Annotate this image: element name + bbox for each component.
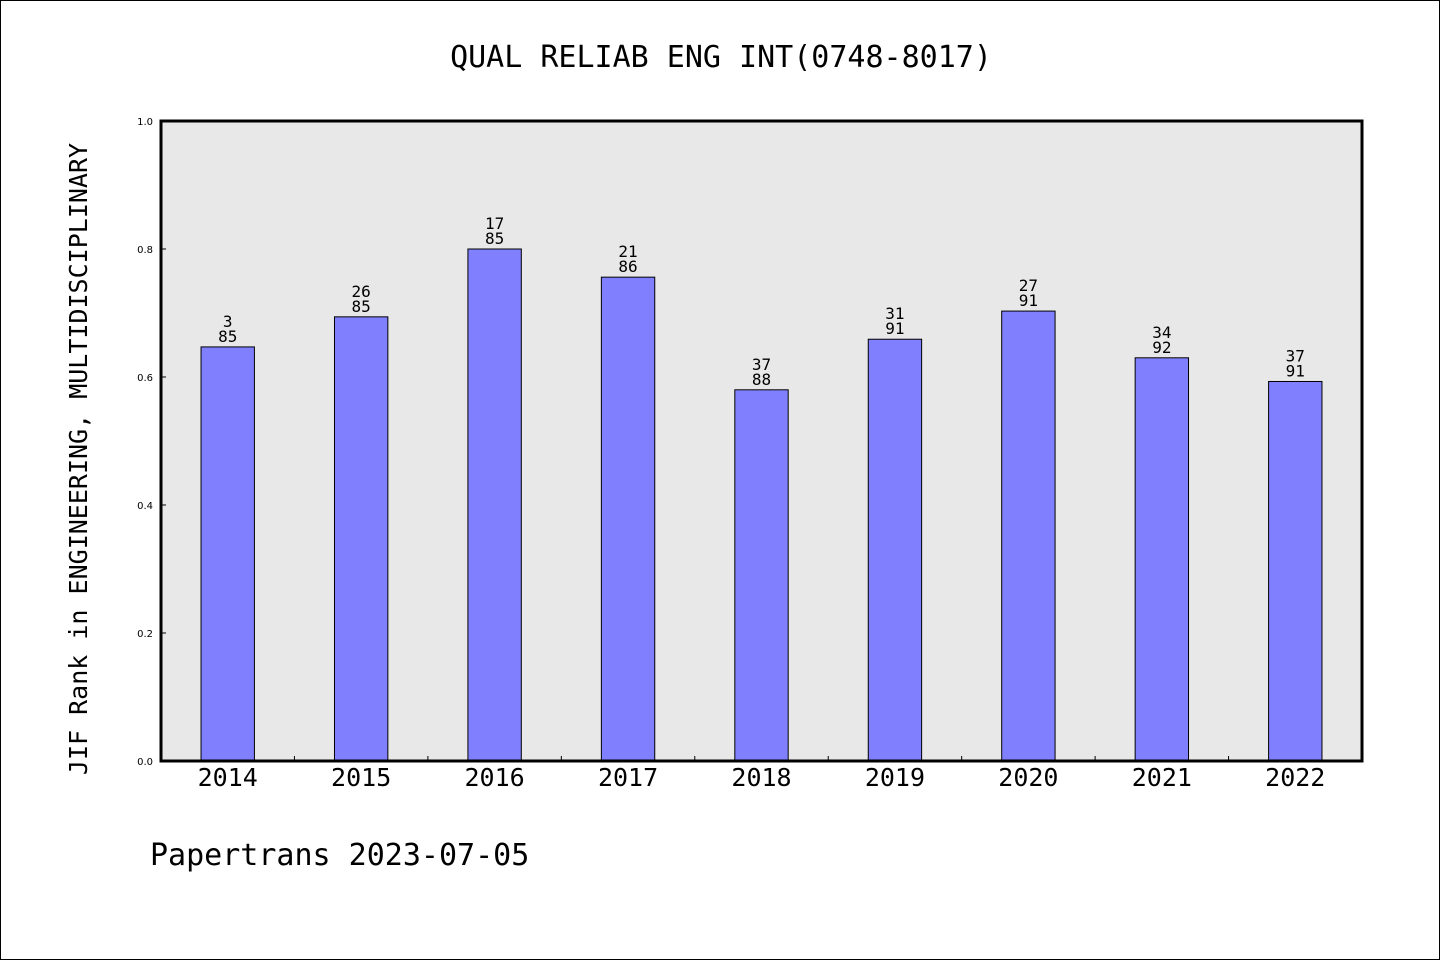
- bar-label-rank: 27: [1019, 276, 1038, 295]
- bar-label-total: 91: [1019, 291, 1038, 310]
- x-tick-label: 2017: [598, 763, 658, 792]
- x-tick-label: 2019: [865, 763, 925, 792]
- bar-label-rank: 3: [223, 312, 233, 331]
- bar-2019: [867, 338, 923, 762]
- x-tick-label: 2018: [731, 763, 791, 792]
- bar-2016: [467, 248, 522, 762]
- y-tick-label: 0.0: [137, 757, 153, 768]
- x-tick-label: 2021: [1132, 763, 1192, 792]
- bar-label-total: 86: [618, 257, 637, 276]
- x-tick-label: 2022: [1265, 763, 1325, 792]
- bar-2020: [1001, 310, 1056, 762]
- bar-label-total: 85: [218, 327, 237, 346]
- y-tick-label: 0.8: [137, 245, 153, 256]
- x-tick-label: 2016: [465, 763, 525, 792]
- bar-label-rank: 34: [1152, 323, 1171, 342]
- bar-label-total: 91: [885, 319, 904, 338]
- bar-label-total: 85: [352, 297, 371, 316]
- x-tick-label: 2015: [331, 763, 391, 792]
- bar-label-rank: 37: [1286, 346, 1305, 365]
- y-tick-label: 0.4: [137, 501, 153, 512]
- bar-2018: [734, 389, 789, 762]
- y-tick-label: 0.2: [137, 629, 153, 640]
- bar-label-total: 92: [1152, 338, 1171, 357]
- bar-label-rank: 37: [752, 355, 771, 374]
- bar-label-rank: 17: [485, 214, 504, 233]
- bar-label-total: 91: [1286, 361, 1305, 380]
- bar-2014: [200, 346, 255, 762]
- bar-2022: [1268, 380, 1323, 762]
- bars-layer: [200, 248, 1323, 762]
- bar-label-total: 85: [485, 229, 504, 248]
- bar-2015: [333, 316, 389, 762]
- bar-label-rank: 26: [352, 282, 371, 301]
- x-tick-label: 2014: [198, 763, 258, 792]
- bar-2021: [1134, 357, 1190, 762]
- y-tick-label: 0.6: [137, 373, 153, 384]
- chart-title: QUAL RELIAB ENG INT(0748-8017): [450, 40, 992, 75]
- bar-label-total: 88: [752, 370, 771, 389]
- bar-2017: [600, 276, 656, 762]
- y-tick-label: 1.0: [137, 117, 153, 128]
- x-tick-label: 2020: [998, 763, 1058, 792]
- footer-source-date: Papertrans 2023-07-05: [150, 838, 529, 873]
- bar-label-rank: 31: [885, 304, 904, 323]
- y-axis-label: JIF Rank in ENGINEERING, MULTIDISCIPLINA…: [64, 143, 93, 775]
- bar-label-rank: 21: [618, 242, 637, 261]
- plot-border: [159, 119, 1364, 763]
- x-axis-ticks: 2014 2015 2016 2017 2018 2019 2020 2021 2022: [198, 756, 1325, 792]
